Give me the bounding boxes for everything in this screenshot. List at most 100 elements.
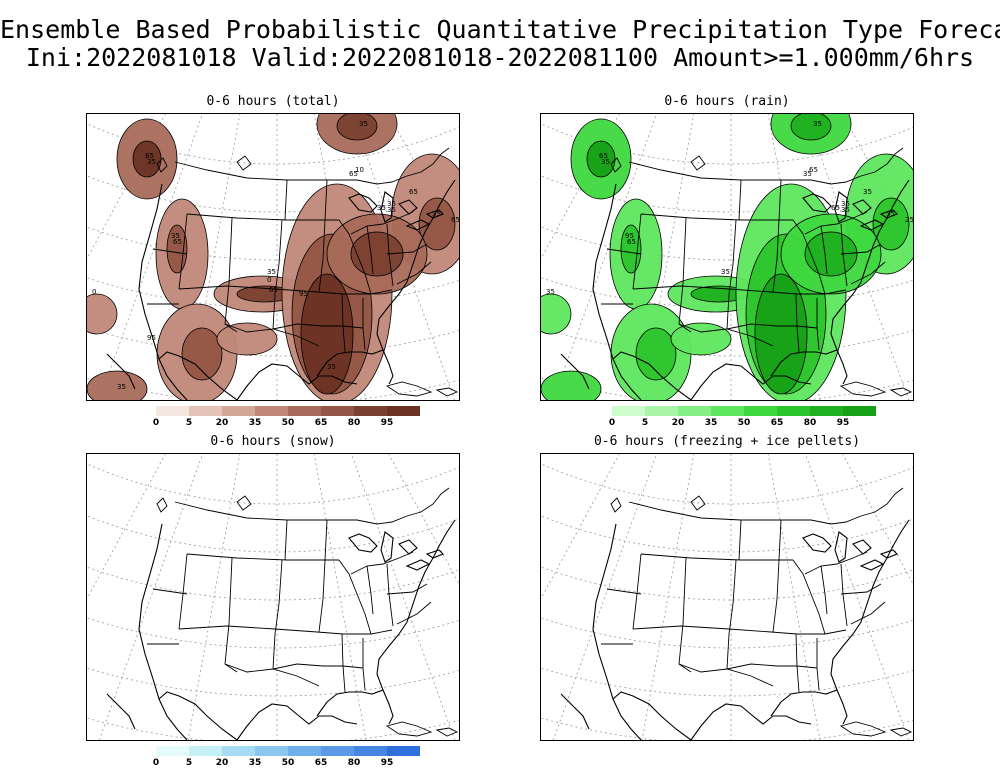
great-lake [852, 199, 872, 215]
contour-label: 65 [809, 166, 818, 174]
probability-fill [541, 114, 913, 400]
panel-title-snow: 0-6 hours (snow) [210, 434, 336, 449]
state-border [386, 243, 428, 255]
great-lake [879, 549, 898, 559]
state-border [816, 298, 820, 351]
geography [560, 147, 913, 400]
colorbar-swatch [678, 406, 711, 416]
probability-contour [872, 197, 910, 251]
longitude-line [641, 114, 695, 400]
great-lake [398, 539, 418, 555]
state-border [350, 551, 414, 575]
state-border [272, 559, 283, 670]
colorbar-swatch [156, 406, 189, 416]
contour-label: 65 [173, 238, 182, 246]
state-border [726, 323, 818, 330]
colorbar-swatch [321, 406, 354, 416]
island [435, 727, 459, 737]
island [610, 497, 622, 513]
contour-label: 35 [387, 200, 396, 208]
great-lake [380, 531, 394, 563]
latitude-line [541, 566, 913, 601]
contour-label: 95 [625, 232, 634, 240]
state-border [272, 219, 283, 330]
colorbar-swatch [189, 746, 222, 756]
state-border [316, 629, 393, 635]
coastline [830, 519, 910, 691]
colorbar-swatch [810, 406, 843, 416]
island [156, 157, 168, 173]
map-panel-snow [86, 453, 460, 741]
probability-contour [541, 370, 602, 400]
colorbar-tick-label: 50 [281, 418, 295, 428]
state-border [178, 553, 188, 630]
latitude-line [87, 566, 459, 601]
state-border [726, 559, 737, 670]
colorbar-rain [612, 406, 876, 416]
colorbar-tick-label: 5 [185, 418, 193, 428]
contour-label: 65 [831, 204, 840, 212]
probability-contour [181, 327, 223, 381]
geography [560, 487, 913, 740]
colorbar-swatch [645, 406, 678, 416]
latitude-line [541, 515, 913, 553]
island [839, 381, 887, 397]
map-freezing [541, 454, 913, 740]
great-lake [405, 219, 431, 231]
island [610, 157, 622, 173]
longitude-line [313, 114, 367, 400]
state-border [640, 213, 793, 221]
contour-label: 35 [721, 268, 730, 276]
island [690, 155, 706, 171]
great-lake [348, 193, 378, 213]
state-border [632, 553, 642, 630]
state-border [628, 161, 832, 185]
island [839, 721, 887, 737]
probability-fill [87, 114, 459, 400]
contour-label: 35 [813, 120, 822, 128]
state-border [770, 629, 847, 635]
state-border [840, 583, 882, 595]
state-border [362, 298, 366, 351]
great-lake [425, 549, 444, 559]
state-border [772, 179, 782, 293]
colorbar-total-ticks: 0 5 20 35 50 65 80 95 [153, 418, 420, 430]
longitude-line [98, 114, 203, 400]
coastline [236, 703, 358, 740]
state-border [224, 217, 238, 333]
probability-contour [87, 293, 118, 335]
probability-contour [300, 273, 354, 395]
state-border [350, 211, 414, 235]
state-border [341, 293, 346, 353]
state-border [224, 663, 320, 687]
colorbar-tick-label: 35 [248, 418, 262, 428]
colorbar-tick-label: 5 [641, 418, 649, 428]
longitude-line [767, 454, 821, 740]
contour-label: 35 [327, 363, 336, 371]
coastline [376, 519, 456, 691]
coastline [592, 523, 642, 740]
island [889, 387, 913, 397]
contour-label: 35 [171, 232, 180, 240]
contour-label: 35 [117, 383, 126, 391]
state-border [678, 557, 692, 673]
coastline [138, 523, 188, 740]
colorbar-tick-label: 65 [770, 418, 784, 428]
state-border [396, 601, 432, 625]
colorbar-swatch [843, 406, 876, 416]
state-border [606, 588, 642, 595]
colorbar-tick-label: 95 [380, 418, 394, 428]
state-border [795, 633, 800, 693]
state-border [186, 213, 339, 221]
map-snow [87, 454, 459, 740]
longitude-line [541, 454, 620, 600]
coastline [612, 351, 692, 400]
great-lake [802, 193, 832, 213]
great-lake [834, 531, 848, 563]
probability-contour [87, 370, 148, 400]
colorbar-tick-label: 5 [185, 758, 193, 768]
state-border [850, 261, 886, 285]
state-border [376, 487, 450, 525]
state-border [366, 565, 374, 615]
contour-label: 10 [355, 166, 364, 174]
